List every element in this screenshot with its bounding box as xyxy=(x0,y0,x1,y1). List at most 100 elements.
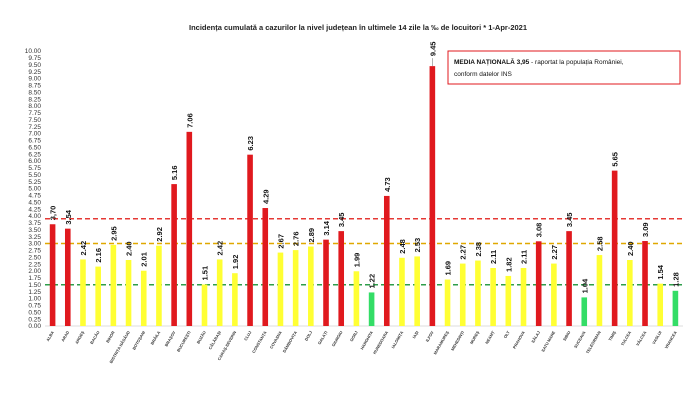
bar xyxy=(186,131,193,326)
threshold-lines xyxy=(45,218,683,286)
bar xyxy=(262,208,269,326)
value-label: 2.76 xyxy=(292,231,301,246)
value-label: 2.38 xyxy=(474,242,483,257)
value-label: 2.48 xyxy=(398,239,407,254)
y-tick-label: 0.75 xyxy=(28,303,41,310)
value-label: 7.06 xyxy=(185,113,194,128)
bar xyxy=(216,259,223,326)
value-label: 2.27 xyxy=(550,245,559,260)
y-tick-label: 8.75 xyxy=(28,83,41,90)
bar xyxy=(490,267,496,326)
value-label: 2.11 xyxy=(489,250,498,264)
value-label: 9.45 xyxy=(428,42,437,57)
category-label: SĂLAJ xyxy=(530,330,541,344)
y-tick-label: 7.50 xyxy=(28,117,41,124)
bar xyxy=(368,292,375,326)
bar xyxy=(201,284,208,326)
category-label: GALAȚI xyxy=(317,330,329,345)
value-label: 3,70 xyxy=(49,206,58,221)
y-tick-label: 5.75 xyxy=(28,165,41,172)
y-tick-label: 1.25 xyxy=(28,289,41,296)
value-label: 2.01 xyxy=(140,252,149,267)
bar xyxy=(475,260,481,326)
y-tick-label: 6.00 xyxy=(28,158,41,165)
y-tick-label: 0.50 xyxy=(28,309,41,316)
value-label: 2.27 xyxy=(459,245,468,260)
category-label: BACĂU xyxy=(89,330,101,345)
category-label: GORJ xyxy=(349,330,359,342)
value-label: 3.09 xyxy=(641,222,650,237)
bar xyxy=(247,154,253,326)
bar xyxy=(323,239,329,326)
value-label: 4.73 xyxy=(383,177,392,192)
value-label: 3.08 xyxy=(535,223,544,238)
value-label: 2.58 xyxy=(595,236,604,251)
value-label: 4.29 xyxy=(261,189,270,204)
value-label: 2.16 xyxy=(94,248,103,263)
y-tick-label: 7.25 xyxy=(28,124,41,131)
category-label: OLT xyxy=(502,330,510,340)
category-label: CLUJ xyxy=(243,330,253,342)
y-tick-label: 4.75 xyxy=(28,193,41,200)
bar xyxy=(110,244,117,326)
value-label: 1.04 xyxy=(580,278,589,293)
y-tick-label: 9.00 xyxy=(28,76,41,83)
bar xyxy=(232,273,238,326)
category-label: VASLUI xyxy=(651,330,663,345)
value-label: 2.40 xyxy=(125,241,134,256)
bar xyxy=(520,267,527,326)
value-label: 5.65 xyxy=(611,152,620,167)
category-label: ARAD xyxy=(60,330,70,343)
y-tick-label: 2.25 xyxy=(28,261,41,268)
value-label: 2.67 xyxy=(276,234,285,249)
value-label: 3.54 xyxy=(64,209,73,224)
bar xyxy=(308,246,314,326)
bar xyxy=(551,263,557,326)
y-tick-label: 3.00 xyxy=(28,241,41,248)
bar xyxy=(535,241,542,326)
y-tick-label: 2.75 xyxy=(28,248,41,255)
y-tick-label: 2.50 xyxy=(28,254,41,261)
value-label: 1.99 xyxy=(352,253,361,268)
value-label: 5.16 xyxy=(170,165,179,180)
value-label: 3.45 xyxy=(337,213,346,228)
bar xyxy=(657,283,664,326)
y-tick-label: 1.75 xyxy=(28,275,41,282)
bar xyxy=(672,290,679,326)
bar xyxy=(125,260,132,326)
category-label: NEAMȚ xyxy=(484,330,496,345)
annotation-average: MEDIA NAȚIONALĂ 3,95 xyxy=(454,57,530,66)
category-label: BUZĂU xyxy=(196,330,207,345)
y-tick-label: 8.25 xyxy=(28,96,41,103)
bar xyxy=(611,170,618,326)
y-tick-label: 7.00 xyxy=(28,131,41,138)
bar xyxy=(459,263,466,326)
national-average-box: MEDIA NAȚIONALĂ 3,95 - raportat la popul… xyxy=(447,50,681,85)
y-tick-label: 4.50 xyxy=(28,199,41,206)
category-label: BRĂILA xyxy=(149,330,161,346)
y-tick-label: 7.75 xyxy=(28,110,41,117)
category-label: DOLJ xyxy=(304,330,314,342)
y-tick-label: 3.75 xyxy=(28,220,41,227)
bar xyxy=(566,231,572,326)
bar xyxy=(277,252,284,326)
bar xyxy=(383,195,390,326)
category-label: SIBIU xyxy=(562,330,572,342)
y-tick-label: 9.75 xyxy=(28,55,41,62)
y-tick-label: 4.25 xyxy=(28,206,41,213)
value-label: 1.28 xyxy=(671,272,680,287)
y-tick-label: 6.50 xyxy=(28,144,41,151)
y-tick-label: 9.50 xyxy=(28,62,41,69)
bar xyxy=(156,245,162,326)
value-label: 1.69 xyxy=(444,261,453,276)
bar xyxy=(444,279,451,326)
value-label: 2.53 xyxy=(413,238,422,253)
value-label: 1.22 xyxy=(368,274,377,289)
bar xyxy=(627,260,633,326)
y-axis: 0.000.250.500.751.001.251.501.752.002.25… xyxy=(25,48,683,330)
bar xyxy=(49,224,56,326)
y-tick-label: 8.50 xyxy=(28,89,41,96)
category-label: ALBA xyxy=(45,330,55,342)
annotation-line-2: conform datelor INS xyxy=(454,71,512,78)
